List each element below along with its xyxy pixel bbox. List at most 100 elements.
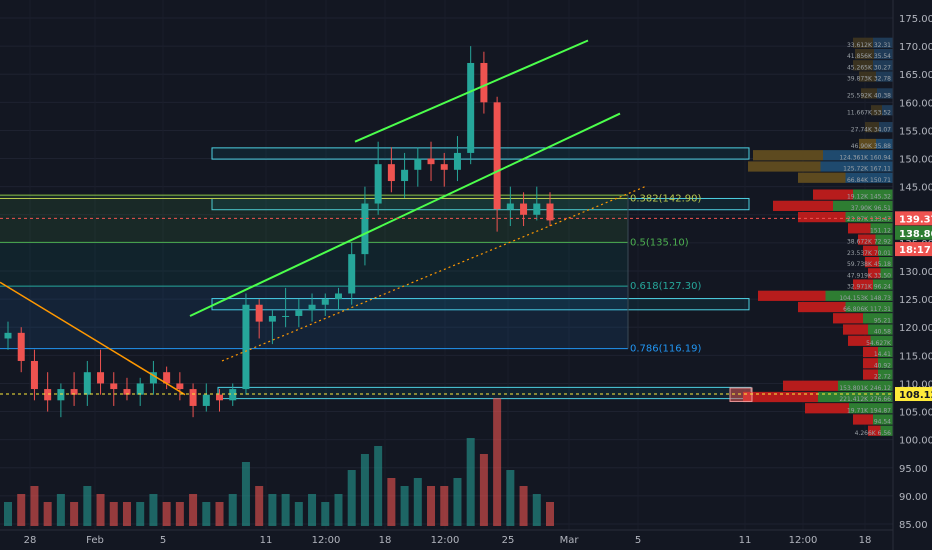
volume-bar (281, 494, 290, 526)
vp-bar-label: 4.266K 6.56 (855, 430, 892, 437)
zone-box (211, 298, 750, 311)
fib-label: 0.786(116.19) (630, 344, 702, 355)
candle-body (321, 299, 329, 305)
volume-bar (294, 502, 303, 526)
candle-body (440, 164, 448, 170)
candle-body (123, 389, 131, 395)
vp-bar-label: 104.153K 148.73 (839, 295, 891, 302)
vp-bar-up (845, 211, 893, 223)
candle-body (70, 389, 78, 395)
vp-bar-label: 125.72K 167.11 (843, 166, 891, 173)
price-tick-label: 115.00 (899, 351, 932, 362)
vp-bar-down (868, 268, 881, 279)
vp-support-marker (729, 387, 753, 402)
vp-bar-down (858, 234, 876, 245)
vp-bar-down (871, 105, 882, 116)
candle-body (282, 315, 290, 317)
vp-bar-up (845, 172, 893, 183)
volume-bar (387, 478, 396, 526)
vp-bar-label: 22.72 (874, 374, 891, 381)
candle-body (57, 389, 65, 401)
volume-bar (440, 486, 449, 526)
candle-body (30, 360, 38, 390)
vp-bar-down (773, 200, 833, 211)
time-tick-label: Mar (560, 535, 580, 546)
vp-bar-up (877, 88, 893, 99)
candle-body (453, 152, 461, 170)
candle-body (414, 158, 422, 170)
volume-bar (189, 494, 198, 526)
vp-bar-down (743, 391, 818, 403)
price-tick-label: 145.00 (899, 183, 932, 194)
vp-bar-label: 14.41 (874, 351, 891, 358)
volume-bar (321, 502, 330, 526)
vp-bar-down (853, 414, 873, 425)
candle-body (308, 304, 316, 311)
vp-bar-label: 37.90K 96.51 (851, 205, 891, 212)
volume-bar (413, 478, 422, 526)
volume-bar (255, 486, 264, 526)
vp-bar-down (805, 403, 849, 414)
grid (0, 17, 893, 525)
candle-body (533, 203, 541, 215)
vp-bar-label: 153.801K 246.12 (839, 385, 891, 392)
countdown-label: 18:17 (899, 245, 931, 256)
candle-body (163, 372, 171, 384)
vp-bar-down (863, 245, 878, 256)
price-tick-label: 150.00 (899, 155, 932, 166)
candle-body (334, 293, 342, 300)
fib-band-618-786 (0, 286, 628, 349)
candle-body (546, 203, 554, 221)
price-tick-label: 165.00 (899, 70, 932, 81)
vp-bar-up (882, 105, 893, 116)
vp-bar-down (863, 346, 878, 358)
volume-profile: 33.612K 32.31 41.856K 35.54 45.265K 30.27 3… (729, 37, 893, 437)
volume-bar (175, 502, 184, 526)
time-tick-label: 12:00 (312, 535, 341, 546)
vp-bar-label: 11.667K 53.52 (847, 109, 891, 116)
trend-lines (0, 39, 893, 396)
vp-bar-up (868, 324, 893, 335)
price-tick-label: 85.00 (899, 520, 928, 531)
volume-bar (479, 454, 488, 526)
volume-bar (334, 494, 343, 526)
vp-bar-label: 33.612K 32.31 (847, 42, 891, 49)
volume-bar (215, 502, 224, 526)
price-tick-label: 120.00 (899, 323, 932, 334)
vp-bar-up (874, 48, 893, 60)
time-tick-label: 11 (739, 535, 752, 546)
vp-bar-down (853, 279, 873, 290)
vp-bar-up (870, 223, 893, 234)
volume-bar (493, 398, 502, 526)
fib-band-500-618 (0, 242, 628, 287)
last-price-label: 139.37 (899, 214, 932, 225)
volume-bar (308, 494, 317, 526)
vp-bar-down (865, 122, 879, 133)
candle-body (295, 310, 303, 316)
vp-bar-label: 66.84K 150.71 (847, 177, 891, 184)
candle-body (216, 394, 224, 401)
downtrend-line (0, 281, 186, 396)
vp-bar-label: 221.412K 276.66 (839, 396, 891, 403)
volume-bar (109, 502, 118, 526)
vp-bar-up (853, 189, 893, 200)
time-tick-label: 12:00 (789, 535, 818, 546)
vp-bar-down (853, 60, 873, 71)
channel-upper-line (354, 39, 589, 143)
vp-bar-up (879, 122, 893, 133)
second-price-label: 138.80 (899, 229, 932, 240)
vp-bar-label: 66.806K 117.31 (843, 306, 891, 313)
volume-bar (202, 502, 211, 526)
vp-bar-down (848, 335, 871, 346)
candle-body (110, 383, 118, 390)
vp-bar-up (873, 37, 893, 48)
volume-bar (532, 494, 541, 526)
vp-bar-up (873, 279, 893, 290)
candle-body (202, 394, 210, 406)
volume-bar (96, 494, 105, 526)
vp-bar-label: 46.90K 35.88 (851, 143, 891, 150)
price-tick-label: 170.00 (899, 42, 932, 53)
vp-bar-label: 23.87K 133.47 (847, 216, 891, 223)
volume-bar (466, 438, 475, 526)
